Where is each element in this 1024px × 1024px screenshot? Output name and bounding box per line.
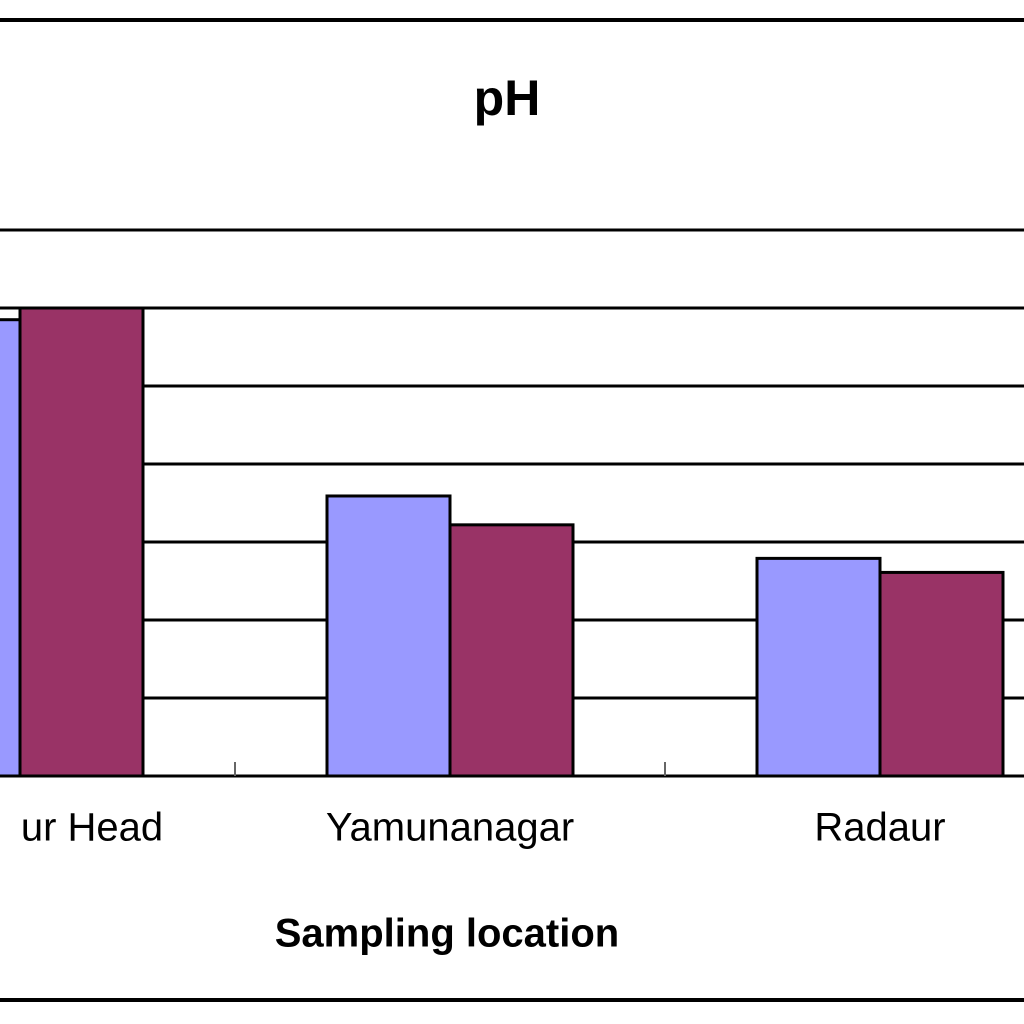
- bar: [0, 318, 22, 778]
- bar: [18, 306, 145, 778]
- x-tick-label: Radaur: [814, 806, 945, 850]
- bar: [878, 570, 1005, 778]
- x-axis-label: Sampling location: [275, 912, 619, 956]
- bar: [448, 523, 575, 778]
- chart-title: pH: [474, 70, 541, 126]
- x-tick-label: ur Head: [21, 806, 163, 850]
- bar: [755, 556, 882, 778]
- bar: [325, 494, 452, 778]
- x-tick-label: Yamunanagar: [326, 806, 574, 850]
